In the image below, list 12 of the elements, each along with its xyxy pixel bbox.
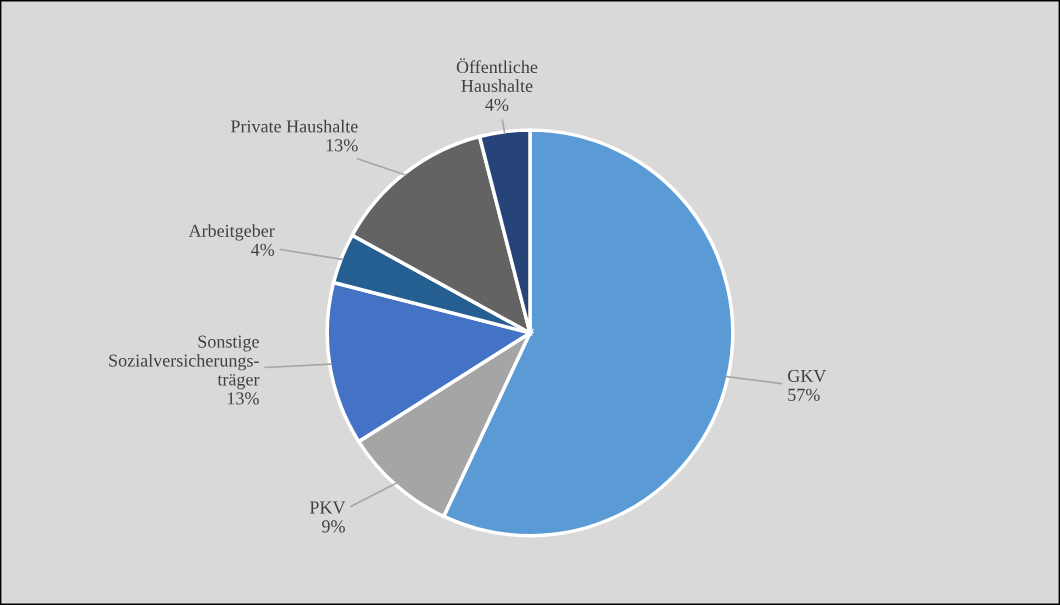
data-label: 57% — [788, 388, 820, 401]
slice-label: GKV — [788, 369, 827, 383]
data-label: 4% — [251, 243, 275, 256]
slice-label: Öffentliche Haushalte — [456, 58, 538, 92]
slice-label: PKV — [309, 501, 346, 514]
slice-label: Sonstige Sozialversicherungs- träger — [109, 335, 260, 390]
data-label: 9% — [322, 520, 345, 533]
data-label: 13% — [326, 139, 358, 152]
data-label: 4% — [485, 98, 509, 111]
slice-label: Arbeitgeber — [188, 224, 275, 241]
slice-label: Private Haushalte — [230, 119, 358, 133]
data-label: 13% — [227, 392, 259, 405]
